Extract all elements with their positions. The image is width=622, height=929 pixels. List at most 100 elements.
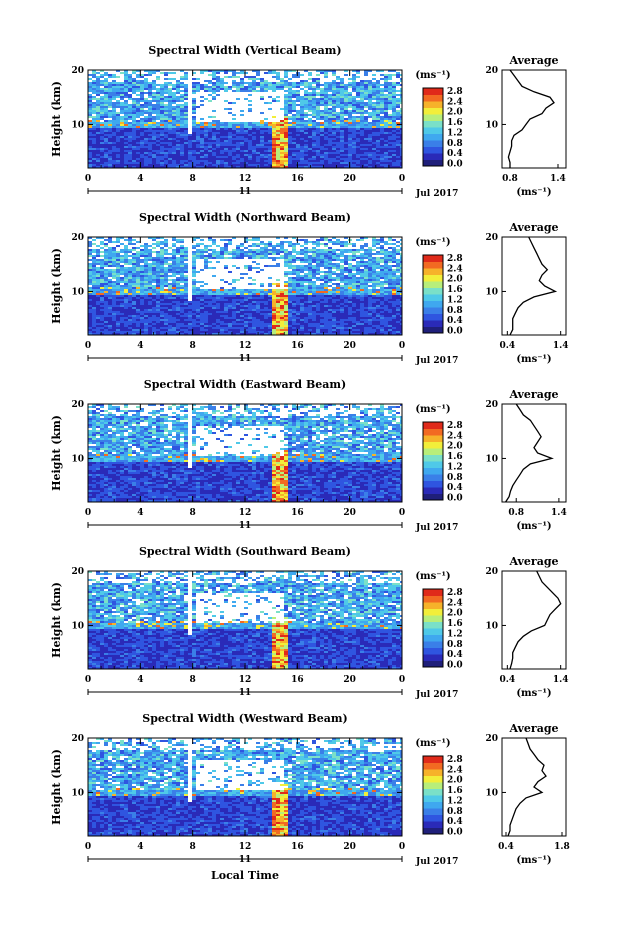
heatmap-cell [128,243,132,245]
heatmap-cell [192,237,196,239]
heatmap-cell [112,106,116,108]
heatmap-cell [260,128,264,130]
heatmap-cell [156,100,160,102]
heatmap-cell [228,88,232,90]
heatmap-cell [400,255,402,257]
heatmap-cell [172,257,176,259]
heatmap-cell [244,251,248,253]
heatmap-cell [156,126,160,128]
heatmap-cell [92,124,96,126]
heatmap-cell [220,122,224,124]
heatmap-cell [200,104,204,106]
heatmap-cell [356,140,360,142]
heatmap-cell [192,285,196,287]
heatmap-cell [100,102,104,104]
heatmap-cell [328,128,332,130]
heatmap-cell [192,156,196,158]
heatmap-cell [344,289,348,291]
heatmap-cell [320,116,324,118]
heatmap-cell [360,80,364,82]
heatmap-cell [144,132,148,134]
heatmap-cell [356,72,360,74]
heatmap-cell [140,96,144,98]
heatmap-cell [384,279,388,281]
heatmap-cell [128,132,132,134]
heatmap-cell [136,120,140,122]
heatmap-cell [308,128,312,130]
heatmap-cell [224,82,228,84]
heatmap-cell [364,158,368,160]
heatmap-cell [200,257,204,259]
heatmap-cell [108,164,112,166]
heatmap-cell [280,148,284,150]
heatmap-cell [152,142,156,144]
heatmap-cell [332,124,336,126]
heatmap-cell [236,152,240,154]
heatmap-cell [208,90,212,92]
heatmap-cell [176,128,180,130]
heatmap-cell [376,94,380,96]
heatmap-cell [92,289,96,291]
heatmap-cell [268,162,272,164]
heatmap-cell [96,142,100,144]
heatmap-cell [108,126,112,128]
heatmap-cell [116,237,120,239]
heatmap-cell [116,130,120,132]
heatmap-cell [200,289,204,291]
heatmap-cell [216,289,220,291]
heatmap-cell [324,144,328,146]
heatmap-cell [152,116,156,118]
heatmap-cell [256,86,260,88]
heatmap-cell [132,134,136,136]
colorbar-unit: (ms⁻¹) [415,70,450,81]
heatmap-cell [92,239,96,241]
heatmap-cell [168,108,172,110]
heatmap-cell [276,130,280,132]
heatmap-cell [388,273,392,275]
heatmap-cell [324,267,328,269]
heatmap-cell [268,291,272,293]
heatmap-cell [216,156,220,158]
heatmap-cell [372,281,376,283]
heatmap-cell [260,90,264,92]
heatmap-cell [152,106,156,108]
heatmap-cell [356,150,360,152]
heatmap-cell [132,100,136,102]
heatmap-cell [320,156,324,158]
heatmap-cell [368,269,372,271]
heatmap-cell [120,144,124,146]
heatmap-cell [392,156,396,158]
heatmap-cell [384,94,388,96]
heatmap-cell [312,100,316,102]
heatmap-cell [152,132,156,134]
heatmap-cell [176,148,180,150]
heatmap-cell [288,132,292,134]
heatmap-cell [124,150,128,152]
heatmap-cell [328,166,332,168]
heatmap-cell [120,154,124,156]
heatmap-cell [224,138,228,140]
heatmap-cell [120,285,124,287]
heatmap-cell [104,166,108,168]
heatmap-cell [188,144,192,146]
heatmap-cell [88,86,92,88]
heatmap-cell [160,263,164,265]
heatmap-cell [192,132,196,134]
heatmap-cell [156,150,160,152]
heatmap-cell [304,90,308,92]
heatmap-cell [284,164,288,166]
heatmap-cell [252,293,256,295]
heatmap-cell [156,104,160,106]
heatmap-cell [100,130,104,132]
heatmap-cell [288,108,292,110]
heatmap-cell [312,247,316,249]
heatmap-cell [256,138,260,140]
heatmap-cell [128,255,132,257]
heatmap-cell [92,70,96,72]
heatmap-cell [400,275,402,277]
heatmap-cell [92,92,96,94]
heatmap-cell [308,269,312,271]
heatmap-cell [212,134,216,136]
heatmap-cell [224,251,228,253]
panel-title: Spectral Width (Northward Beam) [139,211,351,224]
